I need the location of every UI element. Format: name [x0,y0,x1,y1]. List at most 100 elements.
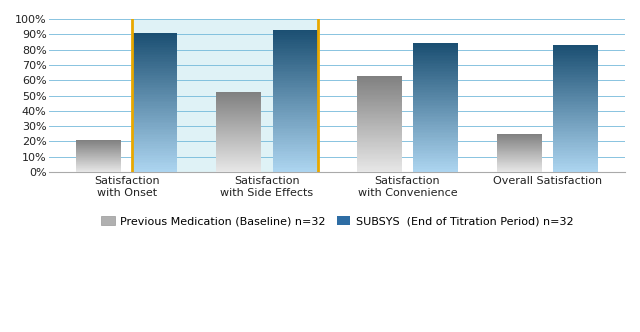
Bar [357,132,402,133]
Bar [357,126,402,127]
Bar [413,156,458,158]
Bar [554,50,598,51]
Bar [413,108,458,109]
Bar [132,90,177,92]
Bar [357,147,402,148]
Bar [216,154,261,155]
Bar [357,154,402,155]
Bar [273,158,317,160]
Bar [497,144,542,145]
Bar [132,80,177,82]
Bar [413,124,458,125]
Bar [554,129,598,131]
Bar [554,62,598,64]
Bar [132,156,177,158]
Bar [554,86,598,88]
Bar [76,155,121,156]
Bar [413,133,458,135]
Bar [357,162,402,164]
Bar [273,127,317,129]
Bar [273,94,317,96]
Bar [76,166,121,167]
Bar [216,130,261,131]
Bar [357,95,402,96]
Bar [76,146,121,147]
Bar [413,162,458,164]
Bar [497,143,542,144]
Bar [497,146,542,147]
Bar [413,113,458,114]
Bar [554,104,598,105]
Bar [273,108,317,110]
Bar [357,128,402,130]
Bar [554,161,598,162]
Bar [413,140,458,141]
Bar [554,78,598,80]
Bar [497,171,542,172]
Bar [273,129,317,131]
Bar [132,142,177,144]
Bar [554,97,598,99]
Bar [132,153,177,155]
Bar [273,41,317,42]
Bar [132,111,177,113]
Bar [76,163,121,164]
Bar [273,113,317,115]
Bar [357,151,402,153]
Bar [273,58,317,60]
Bar [132,115,177,116]
Bar [273,167,317,168]
Bar [273,131,317,133]
Bar [413,143,458,145]
Bar [216,126,261,127]
Bar [413,132,458,133]
Bar [554,124,598,126]
Bar [413,72,458,74]
Bar [554,67,598,69]
Bar [497,156,542,157]
Bar [554,75,598,77]
Bar [413,64,458,66]
Bar [413,121,458,122]
Bar [357,127,402,128]
Bar [497,142,542,143]
Bar [497,134,542,135]
Bar [413,125,458,127]
Bar [497,161,542,162]
Bar [357,108,402,109]
Bar [132,88,177,90]
Bar [216,140,261,141]
Bar [132,43,177,45]
Bar [216,101,261,102]
Bar [132,36,177,38]
Bar [497,136,542,137]
Bar [413,43,458,45]
Bar [554,70,598,72]
Bar [132,19,317,172]
Bar [273,149,317,151]
Bar [216,103,261,104]
Bar [357,97,402,99]
Bar [413,170,458,172]
Bar [357,102,402,103]
Bar [554,51,598,53]
Bar [554,85,598,86]
Bar [273,37,317,39]
Bar [413,116,458,118]
Bar [554,80,598,82]
Bar [413,85,458,87]
Bar [273,65,317,67]
Bar [554,72,598,74]
Bar [132,137,177,139]
Bar [132,170,177,172]
Bar [497,145,542,146]
Bar [273,161,317,163]
Bar [273,163,317,165]
Bar [273,30,317,32]
Bar [357,112,402,113]
Bar [76,152,121,153]
Bar [132,113,177,115]
Bar [216,97,261,98]
Bar [357,124,402,125]
Bar [497,152,542,153]
